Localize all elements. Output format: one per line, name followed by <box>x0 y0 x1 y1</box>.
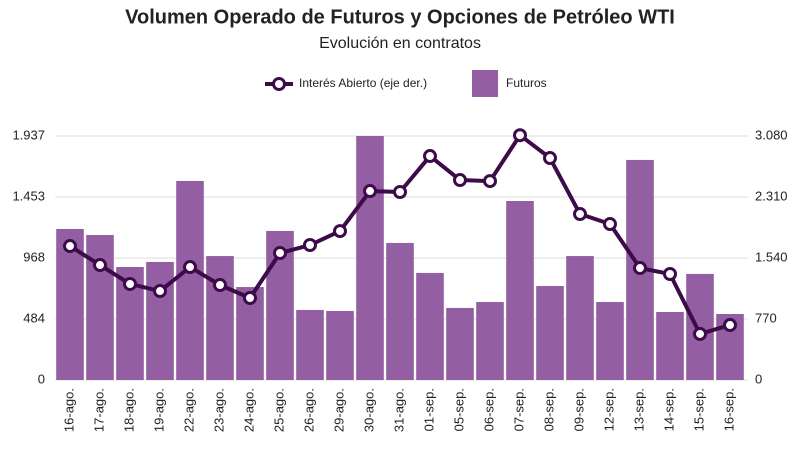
x-tick-label: 30-ago. <box>361 388 376 432</box>
y2-tick-label: 1.540 <box>755 249 788 264</box>
x-tick-label: 13-sep. <box>631 388 646 431</box>
line-marker <box>213 278 227 293</box>
x-tick-label: 01-sep. <box>421 388 436 431</box>
x-tick-label: 05-sep. <box>451 388 466 431</box>
legend-label: Interés Abierto (eje der.) <box>299 76 427 90</box>
bar <box>386 242 414 380</box>
x-tick-label: 15-sep. <box>691 388 706 431</box>
x-tick-label: 09-sep. <box>571 388 586 431</box>
bar <box>596 302 624 380</box>
x-tick-label: 07-sep. <box>511 388 526 431</box>
line-marker <box>423 149 437 164</box>
chart-subtitle: Evolución en contratos <box>319 35 481 52</box>
x-tick-label: 24-ago. <box>241 388 256 432</box>
line-marker <box>663 267 677 282</box>
line-marker <box>273 246 287 261</box>
line-marker <box>513 128 527 143</box>
line-marker <box>573 207 587 222</box>
x-tick-label: 25-ago. <box>271 388 286 432</box>
line-marker <box>303 238 317 253</box>
line-marker <box>393 185 407 200</box>
x-tick-label: 16-sep. <box>721 388 736 431</box>
line-marker <box>603 217 617 232</box>
x-tick-label: 08-sep. <box>541 388 556 431</box>
x-tick-label: 18-ago. <box>121 388 136 432</box>
x-tick-label: 29-ago. <box>331 388 346 432</box>
x-tick-label: 12-sep. <box>601 388 616 431</box>
y2-tick-label: 3.080 <box>755 127 788 142</box>
bar <box>326 310 354 380</box>
x-tick-label: 17-ago. <box>91 388 106 432</box>
line-marker <box>723 318 737 333</box>
y2-tick-label: 0 <box>755 371 762 386</box>
line-marker <box>453 173 467 188</box>
line-marker <box>363 184 377 199</box>
bar <box>686 273 714 380</box>
bar <box>476 302 504 380</box>
legend-marker <box>272 77 286 91</box>
y-tick-label: 1.937 <box>12 127 45 142</box>
line-marker <box>483 174 497 189</box>
line-marker <box>123 276 137 291</box>
y-tick-label: 968 <box>23 250 45 265</box>
bar <box>566 256 594 380</box>
x-tick-label: 23-ago. <box>211 388 226 432</box>
line-marker <box>93 258 107 273</box>
x-tick-label: 06-sep. <box>481 388 496 431</box>
y-tick-label: 1.453 <box>12 188 45 203</box>
bar <box>416 272 444 380</box>
y-tick-label: 0 <box>38 371 45 386</box>
legend-swatch <box>472 70 498 97</box>
y2-tick-label: 770 <box>755 310 777 325</box>
bar <box>206 256 234 380</box>
y-tick-label: 484 <box>23 310 45 325</box>
chart-title: Volumen Operado de Futuros y Opciones de… <box>125 6 675 28</box>
line-marker <box>153 284 167 299</box>
x-tick-label: 22-ago. <box>181 388 196 432</box>
x-tick-label: 16-ago. <box>61 388 76 432</box>
line-marker <box>243 291 257 306</box>
x-tick-label: 14-sep. <box>661 388 676 431</box>
x-tick-label: 31-ago. <box>391 388 406 432</box>
bar <box>296 309 324 380</box>
line-marker <box>633 261 647 276</box>
legend-label: Futuros <box>506 76 547 90</box>
line-marker <box>693 326 707 341</box>
line-marker <box>63 239 77 254</box>
line-marker <box>333 224 347 239</box>
bar <box>506 200 534 380</box>
bar <box>146 261 174 380</box>
bar <box>356 136 384 380</box>
x-tick-label: 26-ago. <box>301 388 316 432</box>
bar <box>176 180 204 380</box>
line-marker <box>543 151 557 166</box>
y2-tick-label: 2.310 <box>755 188 788 203</box>
bar <box>656 311 684 380</box>
x-tick-label: 19-ago. <box>151 388 166 432</box>
bar <box>536 286 564 380</box>
bar <box>446 307 474 380</box>
line-marker <box>183 260 197 275</box>
